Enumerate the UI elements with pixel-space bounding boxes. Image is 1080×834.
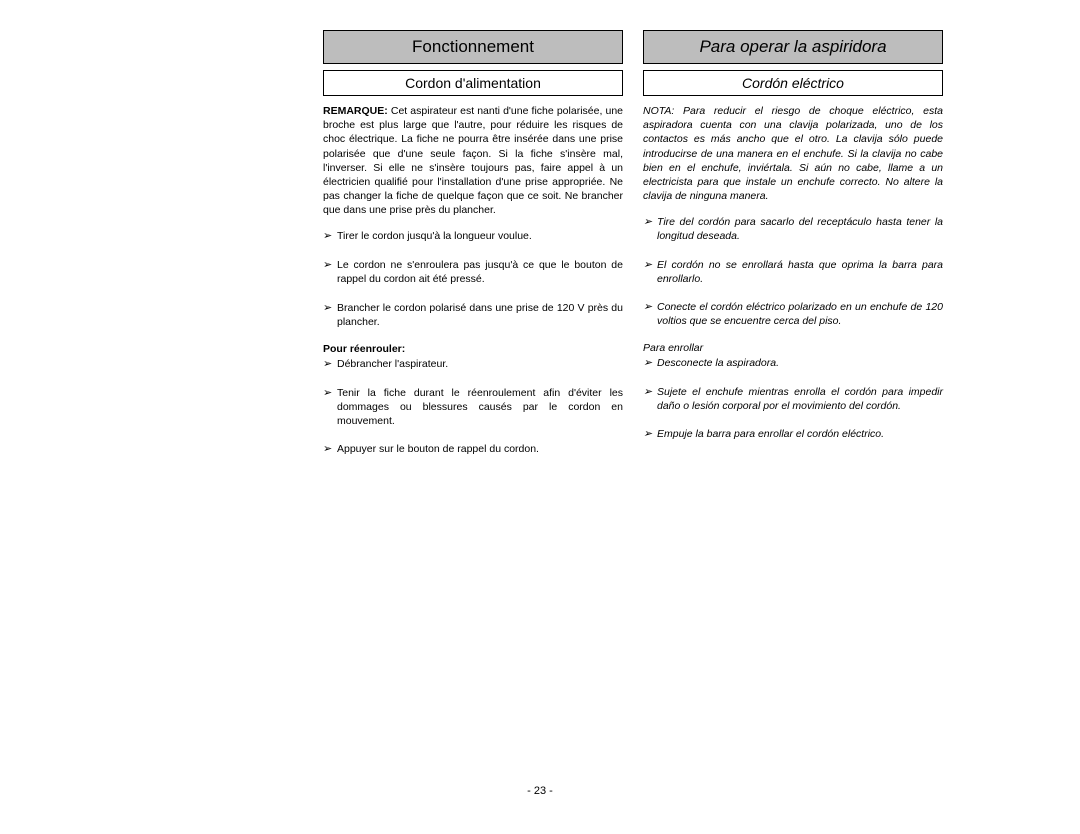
bullet-text: Appuyer sur le bouton de rappel du cordo… <box>337 442 623 457</box>
left-sub-header: Cordon d'alimentation <box>323 70 623 96</box>
list-item: ➢ Desconecte la aspiradora. <box>643 356 943 371</box>
bullet-text: Brancher le cordon polarisé dans une pri… <box>337 301 623 329</box>
bullet-text: Le cordon ne s'enroulera pas jusqu'à ce … <box>337 258 623 286</box>
left-remark-paragraph: REMARQUE: Cet aspirateur est nanti d'une… <box>323 104 623 217</box>
bullet-icon: ➢ <box>643 356 657 371</box>
list-item: ➢ El cordón no se enrollará hasta que op… <box>643 258 943 286</box>
list-item: ➢ Appuyer sur le bouton de rappel du cor… <box>323 442 623 457</box>
bullet-text: Empuje la barra para enrollar el cordón … <box>657 427 943 442</box>
right-subheading-2: Para enrollar <box>643 342 943 354</box>
bullet-text: Tire del cordón para sacarlo del receptá… <box>657 215 943 243</box>
list-item: ➢ Le cordon ne s'enroulera pas jusqu'à c… <box>323 258 623 286</box>
bullet-icon: ➢ <box>643 300 657 328</box>
bullet-text: El cordón no se enrollará hasta que opri… <box>657 258 943 286</box>
bullet-icon: ➢ <box>323 301 337 329</box>
bullet-text: Conecte el cordón eléctrico polarizado e… <box>657 300 943 328</box>
right-bullet-list-1: ➢ Tire del cordón para sacarlo del recep… <box>643 215 943 328</box>
right-column: Para operar la aspiridora Cordón eléctri… <box>643 30 943 471</box>
list-item: ➢ Empuje la barra para enrollar el cordó… <box>643 427 943 442</box>
right-bullet-list-2: ➢ Desconecte la aspiradora. ➢ Sujete el … <box>643 356 943 442</box>
right-section-header: Para operar la aspiridora <box>643 30 943 64</box>
remark-body: Cet aspirateur est nanti d'une fiche pol… <box>323 105 623 216</box>
list-item: ➢ Tire del cordón para sacarlo del recep… <box>643 215 943 243</box>
left-bullet-list-1: ➢ Tirer le cordon jusqu'à la longueur vo… <box>323 229 623 329</box>
remark-label: REMARQUE: <box>323 105 388 117</box>
list-item: ➢ Sujete el enchufe mientras enrolla el … <box>643 385 943 413</box>
bullet-icon: ➢ <box>323 442 337 457</box>
list-item: ➢ Débrancher l'aspirateur. <box>323 357 623 372</box>
right-sub-header: Cordón eléctrico <box>643 70 943 96</box>
left-bullet-list-2: ➢ Débrancher l'aspirateur. ➢ Tenir la fi… <box>323 357 623 457</box>
bullet-icon: ➢ <box>323 357 337 372</box>
bullet-text: Sujete el enchufe mientras enrolla el co… <box>657 385 943 413</box>
bullet-icon: ➢ <box>323 258 337 286</box>
page-content: Fonctionnement Cordon d'alimentation REM… <box>323 30 948 471</box>
list-item: ➢ Brancher le cordon polarisé dans une p… <box>323 301 623 329</box>
left-column: Fonctionnement Cordon d'alimentation REM… <box>323 30 623 471</box>
bullet-icon: ➢ <box>643 258 657 286</box>
list-item: ➢ Tenir la fiche durant le réenroulement… <box>323 386 623 429</box>
bullet-icon: ➢ <box>323 229 337 244</box>
right-remark-paragraph: NOTA: Para reducir el riesgo de choque e… <box>643 104 943 203</box>
bullet-icon: ➢ <box>323 386 337 429</box>
bullet-text: Tirer le cordon jusqu'à la longueur voul… <box>337 229 623 244</box>
page-number: - 23 - <box>527 785 553 797</box>
list-item: ➢ Tirer le cordon jusqu'à la longueur vo… <box>323 229 623 244</box>
list-item: ➢ Conecte el cordón eléctrico polarizado… <box>643 300 943 328</box>
two-column-layout: Fonctionnement Cordon d'alimentation REM… <box>323 30 948 471</box>
left-subheading-2: Pour réenrouler: <box>323 343 623 355</box>
bullet-text: Tenir la fiche durant le réenroulement a… <box>337 386 623 429</box>
left-section-header: Fonctionnement <box>323 30 623 64</box>
bullet-icon: ➢ <box>643 215 657 243</box>
bullet-icon: ➢ <box>643 427 657 442</box>
bullet-text: Desconecte la aspiradora. <box>657 356 943 371</box>
bullet-text: Débrancher l'aspirateur. <box>337 357 623 372</box>
bullet-icon: ➢ <box>643 385 657 413</box>
